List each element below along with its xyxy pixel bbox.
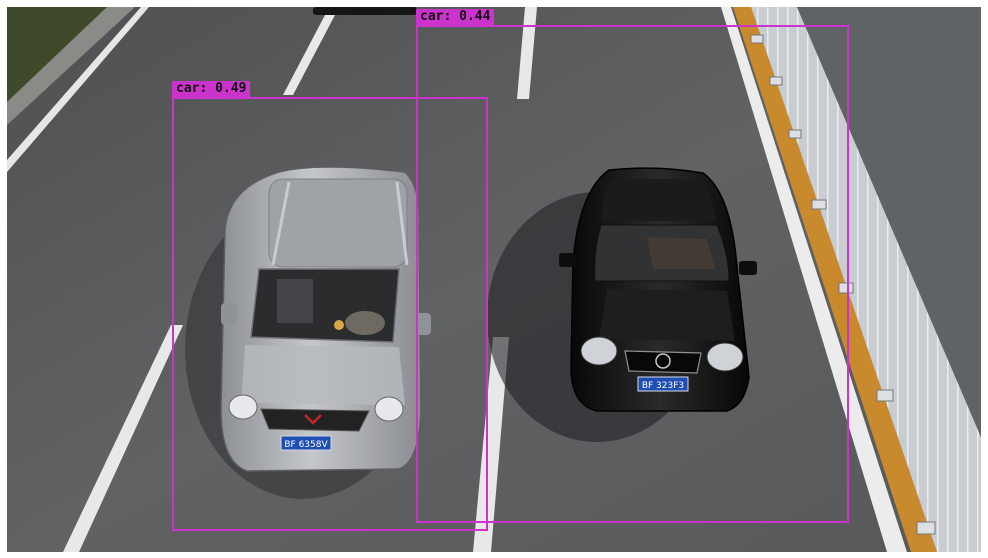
- lane-dash: [517, 7, 537, 99]
- lane-dash: [63, 325, 183, 552]
- barrier-fence: [751, 7, 981, 552]
- photo-frame: BF 6358V BF 323F3 car: [7, 7, 981, 552]
- black-sedan: BF 323F3: [487, 167, 757, 442]
- lane-dash: [473, 337, 509, 552]
- silver-van: BF 6358V: [185, 166, 431, 499]
- right-edge-line: [721, 7, 907, 552]
- orange-strip: [733, 7, 937, 552]
- license-plate-sedan: [637, 376, 689, 392]
- barrier-shadow: [797, 7, 981, 437]
- road-scene-image: BF 6358V BF 323F3: [7, 7, 981, 552]
- curb: [7, 7, 135, 125]
- detection-box-car-2: [416, 25, 849, 523]
- left-edge-line: [7, 7, 149, 172]
- detection-label-car-2: car: 0.44: [416, 9, 495, 25]
- license-plate-van: [280, 435, 332, 451]
- detection-box-car-1: [172, 97, 488, 531]
- barrier-posts: [750, 34, 936, 535]
- plate-text-sedan: BF 323F3: [642, 381, 684, 391]
- vehicle-top-partial: [313, 7, 417, 15]
- detection-label-car-1: car: 0.49: [172, 81, 251, 97]
- lane-dash: [283, 15, 335, 95]
- plate-text-van: BF 6358V: [284, 440, 328, 450]
